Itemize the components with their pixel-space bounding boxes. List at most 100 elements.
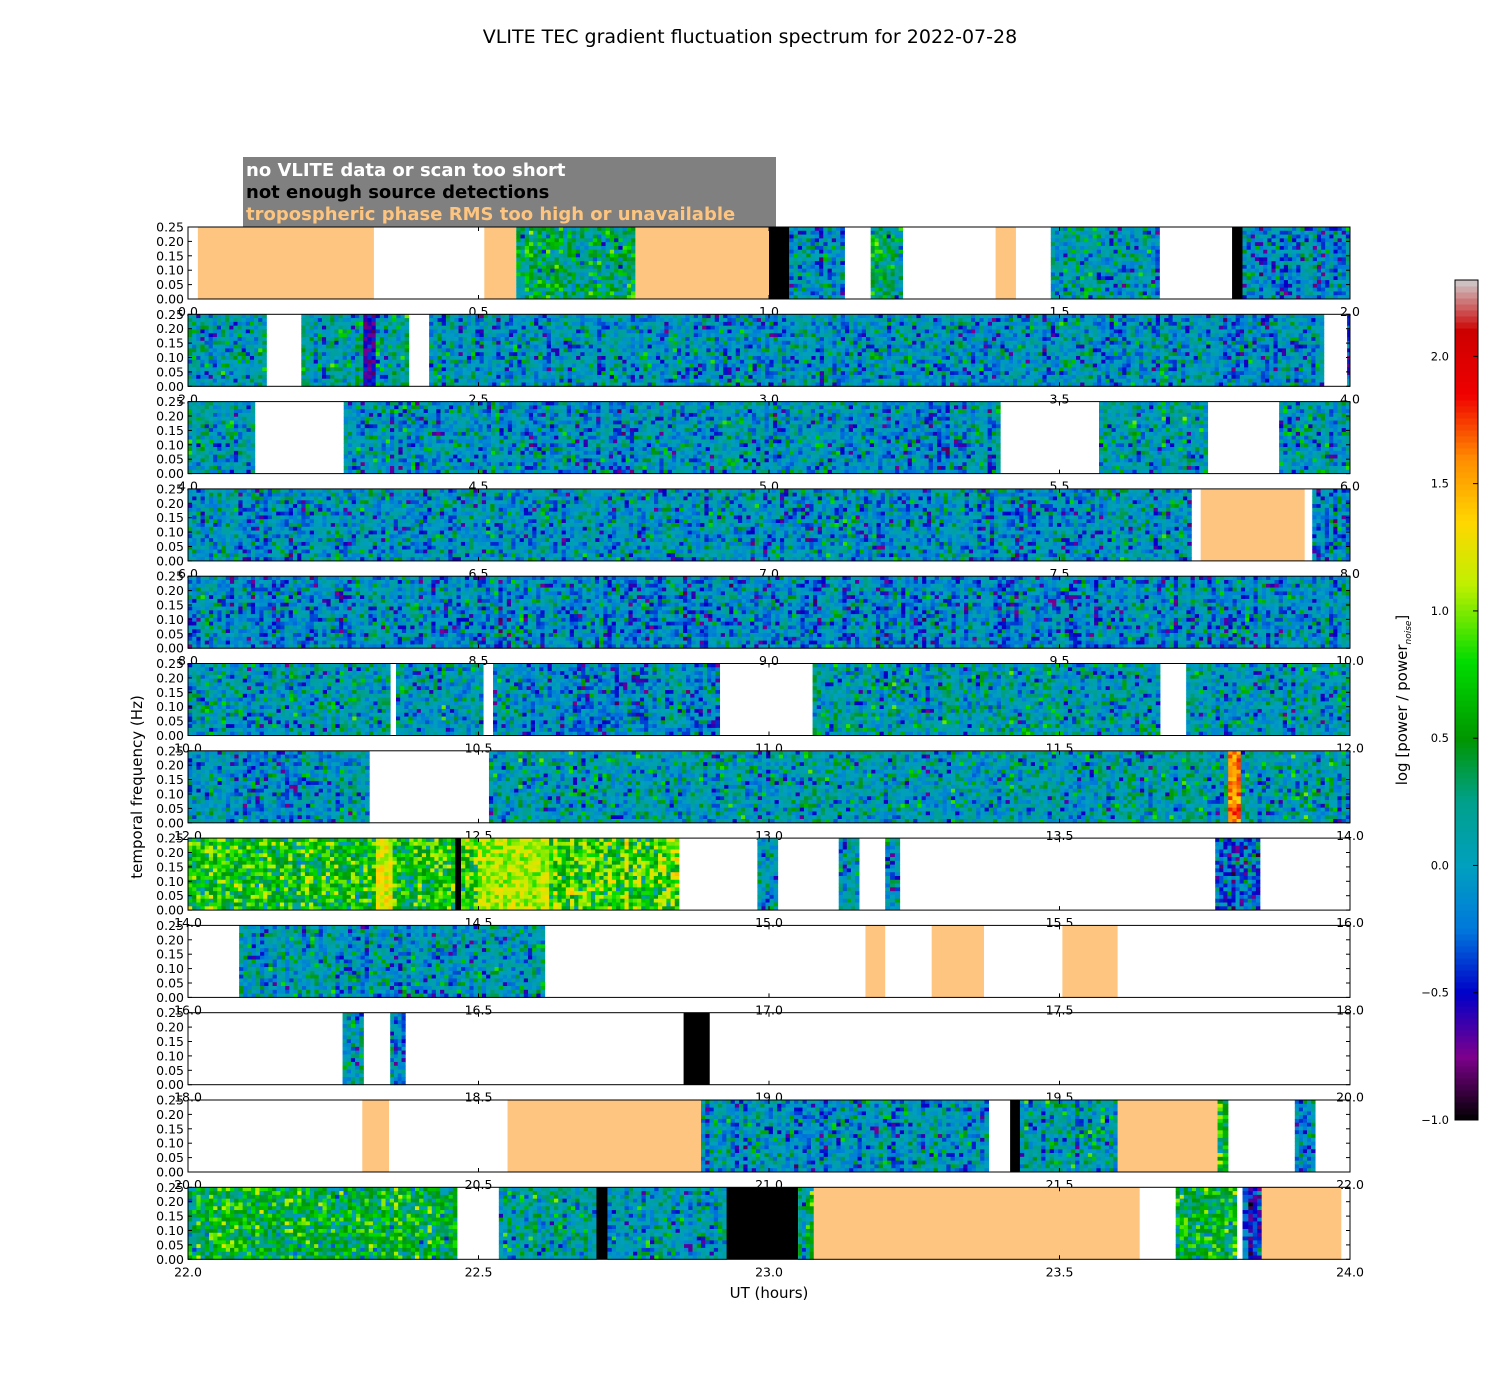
spectrum-cell	[664, 348, 669, 352]
spectrum-cell	[585, 326, 590, 330]
spectrum-cell	[1321, 231, 1326, 235]
spectrum-cell	[467, 341, 472, 345]
spectrum-cell	[652, 326, 657, 330]
spectrum-cell	[761, 367, 766, 371]
spectrum-cell	[811, 250, 816, 254]
spectrum-cell	[875, 272, 879, 276]
spectrum-cell	[584, 288, 589, 292]
spectrum-cell	[496, 371, 501, 375]
spectrum-cell	[576, 291, 581, 295]
spectrum-cell	[824, 371, 829, 375]
spectrum-cell	[576, 257, 581, 261]
spectrum-cell	[572, 375, 577, 379]
spectrum-cell	[664, 318, 669, 322]
spectrum-cell	[209, 348, 214, 352]
spectrum-cell	[715, 371, 720, 375]
spectrum-cell	[310, 329, 315, 333]
spectrum-cell	[1296, 257, 1301, 261]
spectrum-cell	[845, 348, 850, 352]
spectrum-cell	[405, 337, 410, 341]
spectrum-cell	[343, 367, 348, 371]
spectrum-cell	[1333, 231, 1338, 235]
spectrum-cell	[580, 329, 585, 333]
spectrum-cell	[719, 352, 724, 356]
spectrum-cell	[213, 352, 218, 356]
spectrum-cell	[1093, 242, 1098, 246]
spectrum-cell	[1055, 284, 1060, 288]
spectrum-cell	[568, 356, 573, 360]
spectrum-cell	[702, 352, 707, 356]
spectrum-cell	[547, 371, 552, 375]
spectrum-cell	[463, 314, 468, 318]
spectrum-cell	[753, 356, 758, 360]
spectrum-cell	[488, 375, 493, 379]
spectrum-cell	[887, 288, 891, 292]
spectrum-cell	[563, 238, 568, 242]
spectrum-cell	[501, 345, 506, 349]
spectrum-cell	[392, 318, 397, 322]
spectrum-cell	[832, 322, 837, 326]
spectrum-cell	[572, 329, 577, 333]
spectrum-cell	[1072, 288, 1077, 292]
spectrum-cell	[521, 276, 526, 280]
spectrum-cell	[1243, 276, 1248, 280]
spectrum-cell	[744, 322, 749, 326]
spectrum-cell	[550, 238, 555, 242]
spectrum-cell	[572, 345, 577, 349]
spectrum-cell	[530, 348, 535, 352]
spectrum-cell	[891, 276, 895, 280]
spectrum-cell	[550, 291, 555, 295]
spectrum-cell	[673, 348, 678, 352]
spectrum-cell	[757, 364, 762, 368]
spectrum-cell	[837, 345, 842, 349]
spectrum-cell	[576, 379, 581, 383]
spectrum-cell	[401, 322, 406, 326]
spectrum-cell	[1076, 261, 1081, 265]
spectrum-cell	[1259, 227, 1264, 231]
spectrum-cell	[1051, 261, 1056, 265]
spectrum-cell	[1059, 272, 1064, 276]
spectrum-cell	[681, 329, 686, 333]
spectrum-cell	[806, 261, 811, 265]
spectrum-cell	[380, 371, 385, 375]
spectrum-cell	[1088, 254, 1093, 258]
spectrum-cell	[580, 235, 585, 239]
spectrum-cell	[388, 329, 393, 333]
spectrum-cell	[384, 341, 389, 345]
spectrum-cell	[525, 238, 530, 242]
spectrum-cell	[845, 360, 850, 364]
spectrum-cell	[643, 318, 648, 322]
spectrum-cell	[1329, 280, 1334, 284]
spectrum-cell	[188, 375, 193, 379]
spectrum-cell	[732, 333, 737, 337]
spectrum-cell	[795, 341, 800, 345]
spectrum-cell	[530, 326, 535, 330]
spectrum-cell	[576, 269, 581, 273]
spectrum-cell	[807, 318, 812, 322]
spectrum-cell	[840, 250, 845, 254]
spectrum-cell	[1076, 227, 1081, 231]
spectrum-cell	[778, 371, 783, 375]
spectrum-cell	[367, 341, 372, 345]
spectrum-cell	[322, 356, 327, 360]
spectrum-cell	[339, 329, 344, 333]
spectrum-cell	[1276, 272, 1281, 276]
spectrum-cell	[343, 364, 348, 368]
spectrum-cell	[310, 341, 315, 345]
spectrum-cell	[343, 348, 348, 352]
spectrum-cell	[301, 352, 306, 356]
spectrum-cell	[614, 352, 619, 356]
spectrum-cell	[1147, 246, 1152, 250]
spectrum-cell	[1313, 284, 1318, 288]
spectrum-cell	[372, 329, 377, 333]
spectrum-cell	[567, 280, 572, 284]
spectrum-cell	[380, 337, 385, 341]
spectrum-cell	[837, 318, 842, 322]
spectrum-cell	[883, 322, 888, 326]
spectrum-cell	[262, 337, 267, 341]
spectrum-cell	[769, 345, 774, 349]
spectrum-cell	[1068, 291, 1073, 295]
spectrum-cell	[467, 356, 472, 360]
spectrum-cell	[585, 367, 590, 371]
spectrum-cell	[471, 352, 476, 356]
